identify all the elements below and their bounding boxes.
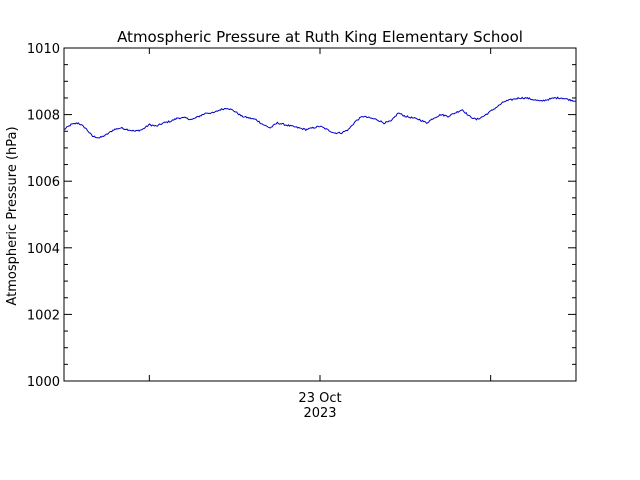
plot-frame [63, 47, 577, 382]
x-tick-label-year: 2023 [303, 406, 336, 421]
x-tick-label-date: 23 Oct [298, 391, 341, 406]
chart-title: Atmospheric Pressure at Ruth King Elemen… [117, 28, 523, 46]
y-tick-label: 1000 [27, 375, 60, 390]
y-axis: 1000 1002 1004 1006 1008 1010 [27, 42, 576, 390]
y-axis-label: Atmospheric Pressure (hPa) [5, 126, 20, 305]
y-tick-label: 1010 [27, 42, 60, 57]
y-tick-label: 1004 [27, 242, 60, 257]
y-tick-label: 1002 [27, 308, 60, 323]
x-axis [148, 48, 492, 381]
pressure-series-line [63, 96, 577, 139]
y-tick-label: 1006 [27, 175, 60, 190]
y-tick-label: 1008 [27, 109, 60, 124]
series-group [63, 96, 577, 139]
